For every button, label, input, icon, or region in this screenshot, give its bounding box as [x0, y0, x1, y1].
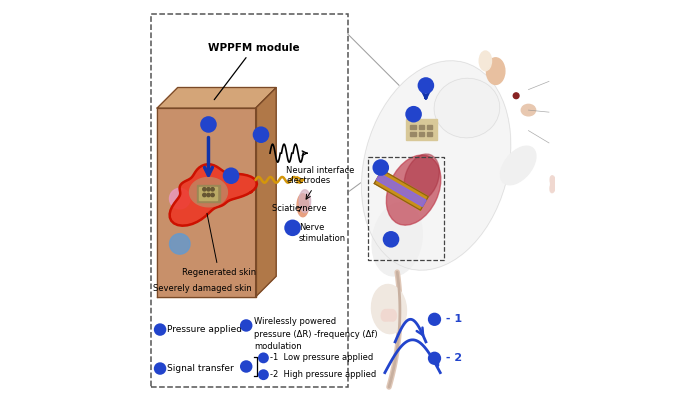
Circle shape	[406, 107, 421, 121]
Circle shape	[241, 361, 251, 372]
Ellipse shape	[372, 285, 407, 334]
Text: 2: 2	[228, 171, 235, 180]
Circle shape	[224, 169, 239, 183]
Text: 4: 4	[289, 223, 296, 233]
Text: -1  Low pressure applied: -1 Low pressure applied	[270, 354, 373, 362]
Polygon shape	[190, 178, 228, 207]
Ellipse shape	[550, 178, 555, 187]
Circle shape	[203, 193, 206, 197]
Circle shape	[155, 324, 165, 335]
Circle shape	[206, 193, 210, 197]
Ellipse shape	[480, 51, 491, 71]
Circle shape	[513, 93, 519, 99]
Ellipse shape	[500, 146, 536, 185]
Text: 4: 4	[432, 354, 438, 363]
Bar	[419, 125, 424, 129]
Ellipse shape	[361, 61, 511, 270]
Bar	[199, 187, 218, 199]
Ellipse shape	[385, 309, 393, 321]
Text: Signal transfer: Signal transfer	[167, 364, 234, 373]
Ellipse shape	[550, 184, 555, 192]
Bar	[151, 14, 348, 387]
Polygon shape	[297, 194, 309, 217]
Text: - 1: - 1	[442, 314, 463, 324]
Circle shape	[201, 117, 216, 132]
Circle shape	[169, 188, 190, 209]
Circle shape	[419, 78, 433, 93]
Polygon shape	[299, 190, 311, 213]
Text: 4: 4	[388, 235, 394, 244]
Ellipse shape	[550, 176, 555, 185]
Text: 4: 4	[432, 315, 438, 324]
Text: 3: 3	[158, 364, 163, 373]
Text: 4: 4	[261, 355, 266, 361]
Polygon shape	[256, 88, 276, 297]
Text: 4: 4	[244, 362, 249, 371]
Bar	[406, 119, 438, 140]
Text: Wirelessly powered
pressure (ΔR) -frequency (Δf)
modulation: Wirelessly powered pressure (ΔR) -freque…	[254, 317, 378, 351]
Ellipse shape	[404, 154, 440, 202]
Polygon shape	[374, 170, 428, 210]
Ellipse shape	[551, 180, 556, 189]
Bar	[427, 125, 433, 129]
Ellipse shape	[389, 310, 396, 321]
Text: Sciatic nerve: Sciatic nerve	[272, 204, 327, 213]
Text: 2: 2	[410, 110, 416, 119]
Text: Neural interface
electrodes: Neural interface electrodes	[286, 166, 355, 199]
Circle shape	[206, 188, 210, 191]
Bar	[427, 132, 433, 136]
Circle shape	[241, 320, 251, 331]
Ellipse shape	[387, 309, 395, 321]
Text: Regenerated skin: Regenerated skin	[182, 214, 256, 277]
Circle shape	[211, 188, 214, 191]
Circle shape	[259, 370, 268, 379]
Circle shape	[429, 353, 440, 364]
Text: Severely damaged skin: Severely damaged skin	[153, 284, 252, 293]
Text: 1: 1	[157, 325, 163, 334]
Polygon shape	[377, 173, 426, 206]
Text: - 2: - 2	[442, 353, 463, 363]
Text: 3: 3	[377, 163, 384, 172]
Text: 4: 4	[261, 372, 266, 378]
Circle shape	[253, 127, 268, 142]
Ellipse shape	[486, 58, 505, 85]
Text: 1: 1	[205, 120, 211, 129]
Circle shape	[259, 354, 268, 362]
Text: Nerve
stimulation: Nerve stimulation	[299, 223, 346, 243]
Ellipse shape	[434, 78, 500, 138]
Circle shape	[211, 193, 214, 197]
Bar	[419, 132, 424, 136]
Ellipse shape	[382, 310, 388, 321]
Bar	[410, 125, 416, 129]
Text: 3: 3	[258, 130, 264, 139]
Circle shape	[429, 313, 440, 325]
Polygon shape	[158, 108, 256, 297]
Ellipse shape	[550, 182, 555, 191]
Polygon shape	[169, 164, 257, 225]
Circle shape	[384, 232, 398, 247]
Text: -2  High pressure applied: -2 High pressure applied	[270, 370, 376, 379]
Bar	[197, 185, 220, 202]
Ellipse shape	[372, 203, 422, 276]
Ellipse shape	[522, 104, 536, 116]
Text: Pressure applied: Pressure applied	[167, 325, 242, 334]
Ellipse shape	[383, 309, 391, 321]
Polygon shape	[158, 88, 276, 108]
Circle shape	[155, 363, 165, 374]
Ellipse shape	[386, 155, 441, 225]
Text: 1: 1	[423, 81, 429, 90]
Text: WPPFM module: WPPFM module	[208, 43, 300, 100]
Circle shape	[285, 221, 300, 235]
Circle shape	[169, 234, 190, 254]
Text: 2: 2	[244, 321, 249, 330]
Circle shape	[373, 160, 389, 175]
Bar	[410, 132, 416, 136]
Circle shape	[203, 188, 206, 191]
